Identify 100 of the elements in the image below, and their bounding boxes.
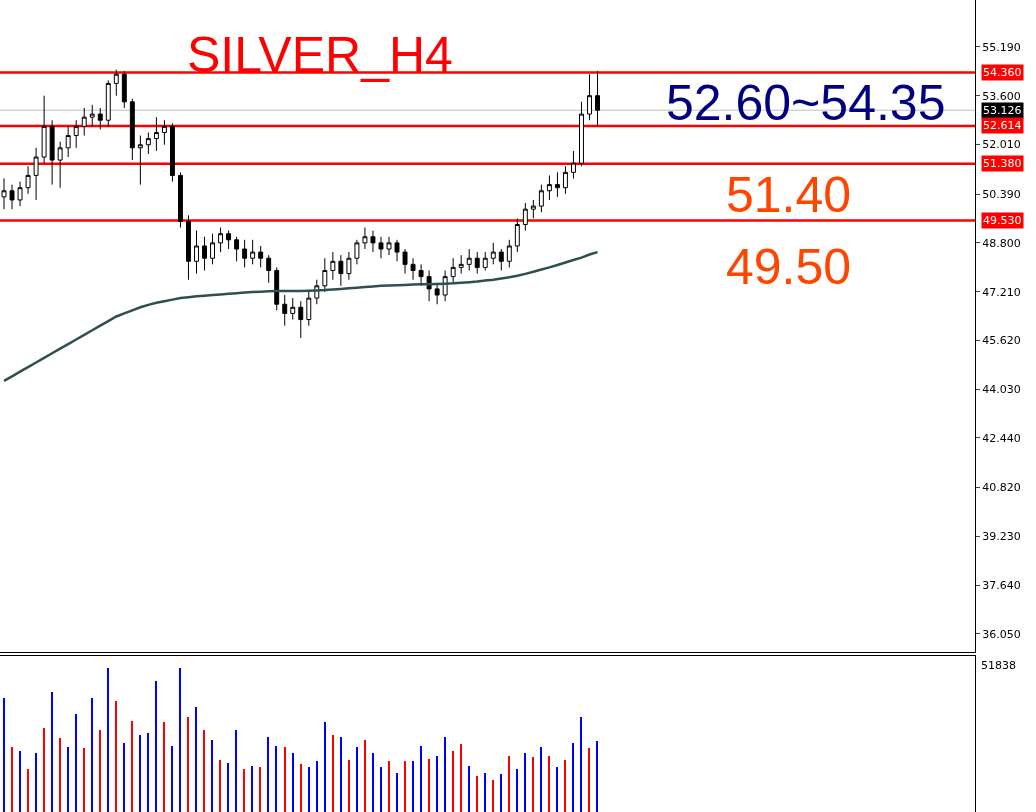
bar <box>556 767 558 812</box>
bar <box>348 760 350 812</box>
text: SILVER_H4 <box>187 27 453 83</box>
bar <box>203 730 205 812</box>
bar <box>436 756 438 812</box>
bar <box>179 668 181 812</box>
bar <box>532 757 534 812</box>
bar <box>123 743 125 812</box>
bar <box>524 753 526 812</box>
candlestick <box>89 104 95 127</box>
bar <box>484 773 486 812</box>
candlestick <box>73 119 79 149</box>
candlestick <box>41 95 47 164</box>
candlestick <box>178 171 183 229</box>
candlestick <box>97 107 103 130</box>
candlestick <box>394 239 400 262</box>
bar <box>508 756 510 812</box>
candlestick <box>579 101 584 167</box>
candlestick <box>113 69 119 97</box>
candlestick <box>402 248 408 275</box>
bar <box>251 766 253 812</box>
bar <box>396 773 398 812</box>
ref-line-label: 49.530 <box>983 214 1022 227</box>
bar <box>308 767 310 812</box>
candlestick <box>194 230 199 275</box>
bar <box>588 748 590 812</box>
candlestick <box>587 73 592 121</box>
bar <box>596 741 598 812</box>
candlestick <box>346 251 352 281</box>
bar <box>548 756 550 812</box>
candlestick <box>370 230 376 253</box>
candlestick <box>202 236 207 271</box>
bar <box>492 780 494 812</box>
bar <box>235 730 237 812</box>
candlestick <box>266 254 272 284</box>
bar <box>147 733 149 812</box>
bar <box>59 738 61 812</box>
bar <box>243 769 245 812</box>
candlestick <box>434 282 440 305</box>
y-tick-label: 45.620 <box>982 334 1021 348</box>
bar <box>356 747 358 812</box>
candlestick <box>242 239 248 268</box>
bar <box>476 776 478 812</box>
bar <box>67 747 69 812</box>
candlestick <box>298 300 304 339</box>
bar <box>27 769 29 812</box>
bar <box>460 744 462 812</box>
text: 51.40 <box>726 167 852 223</box>
bar <box>300 764 302 812</box>
candlestick <box>338 254 344 287</box>
bar <box>564 760 566 812</box>
y-tick-label: 44.030 <box>982 383 1021 397</box>
candlestick <box>378 236 384 259</box>
y-tick-label: 42.440 <box>982 431 1021 445</box>
y-tick-label: 36.050 <box>982 627 1021 641</box>
candlestick <box>250 239 256 265</box>
candlestick <box>354 239 360 265</box>
bar <box>292 753 294 812</box>
bar <box>195 707 197 812</box>
candlestick <box>17 181 23 207</box>
bar <box>540 747 542 812</box>
candlestick <box>161 119 167 146</box>
candlestick <box>410 257 416 281</box>
bar <box>11 747 13 812</box>
text: 49.50 <box>726 239 852 295</box>
bar <box>163 722 165 812</box>
y-tick-label: 55.190 <box>982 40 1021 54</box>
y-tick-label: 37.640 <box>982 578 1021 592</box>
candlestick <box>330 251 336 281</box>
candlestick <box>234 236 240 262</box>
candlestick <box>498 248 504 271</box>
bar <box>139 735 141 812</box>
candlestick <box>474 251 480 275</box>
y-tick-label: 50.390 <box>982 187 1021 201</box>
candlestick <box>25 165 31 195</box>
candlestick <box>33 147 39 201</box>
bar <box>267 737 269 812</box>
y-tick-label: 52.010 <box>982 138 1021 152</box>
bar <box>572 743 574 812</box>
candlestick <box>546 174 552 201</box>
bar <box>3 698 5 812</box>
text: 51838 <box>981 659 1016 672</box>
bar <box>259 767 261 812</box>
bar <box>412 761 414 812</box>
candlestick <box>530 199 536 219</box>
bar <box>316 761 318 812</box>
bar <box>43 728 45 812</box>
line-series <box>2 250 599 383</box>
candlestick <box>482 251 488 271</box>
y-tick-label: 40.820 <box>982 481 1021 495</box>
candlestick <box>450 257 456 284</box>
candlestick <box>121 70 127 109</box>
bar <box>468 766 470 812</box>
candlestick <box>210 233 216 265</box>
bar <box>372 753 374 812</box>
y-tick-label: 53.600 <box>982 89 1021 103</box>
bar <box>35 753 37 812</box>
candlestick <box>137 135 143 186</box>
bar <box>275 746 277 812</box>
candlestick <box>514 217 520 253</box>
